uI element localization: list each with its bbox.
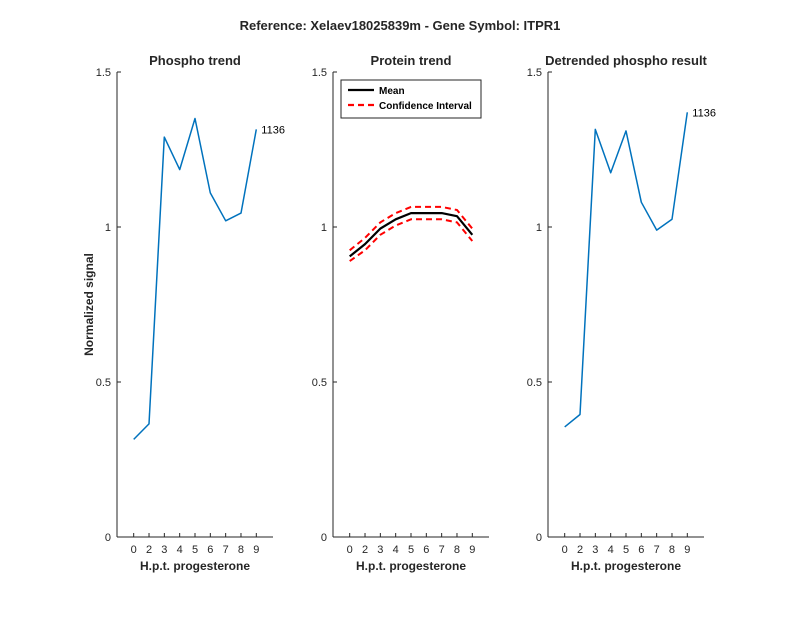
y-tick-label: 0.5 bbox=[96, 377, 111, 389]
x-tick-label: 0 bbox=[347, 544, 353, 556]
x-tick-label: 5 bbox=[192, 544, 198, 556]
y-tick-label: 0 bbox=[536, 532, 542, 544]
x-tick-label: 8 bbox=[669, 544, 675, 556]
y-tick-label: 1.5 bbox=[312, 67, 327, 79]
y-tick-label: 0.5 bbox=[527, 377, 542, 389]
panel-title: Phospho trend bbox=[149, 53, 241, 68]
x-tick-label: 7 bbox=[439, 544, 445, 556]
point-annotation: 1136 bbox=[692, 107, 716, 119]
legend-label: Mean bbox=[379, 86, 405, 97]
y-tick-label: 0 bbox=[105, 532, 111, 544]
y-tick-label: 1.5 bbox=[527, 67, 542, 79]
y-tick-label: 1 bbox=[105, 222, 111, 234]
y-tick-label: 1.5 bbox=[96, 67, 111, 79]
series-line bbox=[133, 117, 258, 440]
y-axis-label: Normalized signal bbox=[82, 253, 96, 356]
x-axis-label: H.p.t. progesterone bbox=[356, 559, 466, 573]
x-tick-label: 3 bbox=[592, 544, 598, 556]
panel-title: Detrended phospho result bbox=[545, 53, 707, 68]
x-tick-label: 0 bbox=[562, 544, 568, 556]
point-annotation: 1136 bbox=[261, 124, 285, 136]
mean-line bbox=[349, 212, 474, 258]
x-tick-label: 4 bbox=[177, 544, 183, 556]
x-tick-label: 8 bbox=[238, 544, 244, 556]
figure-title: Reference: Xelaev18025839m - Gene Symbol… bbox=[240, 18, 561, 33]
x-tick-label: 3 bbox=[377, 544, 383, 556]
x-tick-label: 4 bbox=[393, 544, 399, 556]
x-tick-label: 7 bbox=[223, 544, 229, 556]
x-tick-label: 6 bbox=[423, 544, 429, 556]
x-tick-label: 2 bbox=[577, 544, 583, 556]
x-tick-label: 2 bbox=[362, 544, 368, 556]
x-axis-label: H.p.t. progesterone bbox=[571, 559, 681, 573]
ci-line-1 bbox=[349, 205, 474, 252]
x-tick-label: 6 bbox=[638, 544, 644, 556]
x-tick-label: 9 bbox=[684, 544, 690, 556]
x-tick-label: 0 bbox=[131, 544, 137, 556]
x-tick-label: 7 bbox=[654, 544, 660, 556]
x-tick-label: 8 bbox=[454, 544, 460, 556]
x-tick-label: 6 bbox=[207, 544, 213, 556]
legend-label: Confidence Interval bbox=[379, 101, 472, 112]
panel-title: Protein trend bbox=[371, 53, 452, 68]
x-tick-label: 3 bbox=[161, 544, 167, 556]
legend: Mean Confidence Interval bbox=[340, 79, 482, 119]
y-tick-label: 0 bbox=[321, 532, 327, 544]
y-tick-label: 0.5 bbox=[312, 377, 327, 389]
x-tick-label: 9 bbox=[253, 544, 259, 556]
y-tick-label: 1 bbox=[321, 222, 327, 234]
x-tick-label: 5 bbox=[623, 544, 629, 556]
x-tick-label: 2 bbox=[146, 544, 152, 556]
y-tick-label: 1 bbox=[536, 222, 542, 234]
x-tick-label: 5 bbox=[408, 544, 414, 556]
x-axis-label: H.p.t. progesterone bbox=[140, 559, 250, 573]
x-tick-label: 9 bbox=[469, 544, 475, 556]
ci-line-2 bbox=[349, 218, 474, 262]
legend-box bbox=[340, 79, 482, 119]
x-tick-label: 4 bbox=[608, 544, 614, 556]
series-line bbox=[564, 112, 689, 428]
